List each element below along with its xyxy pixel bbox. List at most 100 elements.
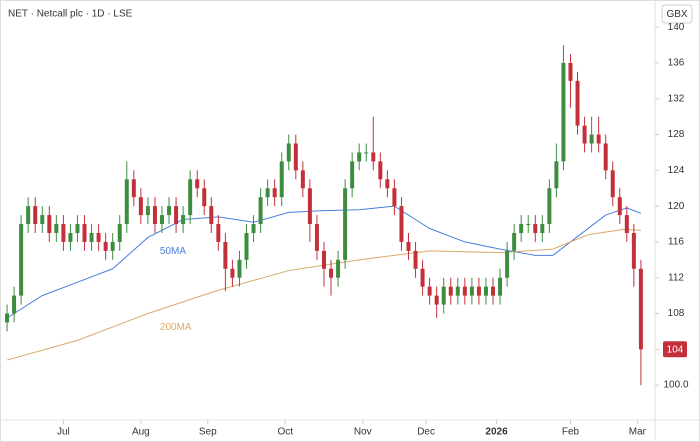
- candle-body: [540, 224, 545, 233]
- candle-body: [603, 143, 608, 171]
- candle-body: [321, 250, 326, 269]
- x-tick-label: Nov: [354, 427, 372, 438]
- currency-box: [661, 4, 693, 24]
- line-label: 50MA: [160, 246, 186, 257]
- chart-title: NET · Netcall plc · 1D · LSE: [8, 9, 133, 20]
- candle-body: [343, 188, 348, 260]
- candle-body: [145, 206, 150, 216]
- candle-body: [596, 134, 601, 144]
- candle-body: [448, 286, 453, 296]
- y-tick-label: 116: [668, 237, 684, 248]
- x-tick-label: Oct: [277, 427, 293, 438]
- candle-body: [54, 224, 59, 233]
- candle-body: [251, 224, 256, 233]
- x-tick-label: Jul: [57, 427, 70, 438]
- candle-body: [357, 152, 362, 162]
- candle-body: [26, 206, 31, 225]
- x-tick-label: Sep: [199, 427, 217, 438]
- candle-body: [406, 241, 411, 251]
- candle-body: [138, 197, 143, 216]
- last-price-box: [663, 341, 687, 358]
- x-tick-label: Aug: [132, 427, 150, 438]
- candle-body: [420, 268, 425, 287]
- candle-body: [547, 188, 552, 225]
- candle-body: [554, 161, 559, 189]
- y-tick-label: 100.0: [663, 380, 688, 391]
- candle-body: [631, 232, 636, 269]
- x-tick-label: Dec: [417, 427, 435, 438]
- moving-average-line: [6, 228, 641, 361]
- candle-body: [244, 232, 249, 260]
- candle-body: [469, 286, 474, 296]
- candle-body: [427, 286, 432, 296]
- candle-body: [441, 286, 446, 305]
- line-label: 200MA: [160, 322, 192, 333]
- candle-body: [498, 277, 503, 296]
- y-tick-label: 108: [668, 308, 685, 319]
- candle-body: [265, 188, 270, 198]
- y-tick-label: 112: [668, 272, 684, 283]
- candle-body: [89, 232, 94, 242]
- candle-body: [230, 268, 235, 278]
- candle-body: [568, 62, 573, 81]
- y-tick-label: 140: [668, 22, 685, 33]
- y-tick-label: 136: [668, 58, 685, 69]
- x-tick-label: 2026: [485, 427, 508, 438]
- candle-body: [582, 125, 587, 144]
- candle-body: [617, 197, 622, 216]
- candle-body: [82, 224, 87, 242]
- candle-body: [314, 224, 319, 251]
- candle-body: [117, 224, 122, 242]
- candle-body: [371, 152, 376, 162]
- y-tick-label: 128: [668, 129, 685, 140]
- candle-body: [19, 224, 24, 296]
- candle-body: [491, 286, 496, 296]
- candle-body: [638, 268, 643, 350]
- candle-body: [286, 143, 291, 162]
- candle-body: [159, 215, 164, 225]
- candle-body: [131, 179, 136, 198]
- candle-body: [329, 268, 334, 278]
- y-tick-label: 120: [668, 201, 685, 212]
- candle-body: [392, 188, 397, 207]
- candle-body: [526, 224, 531, 226]
- candle-body: [399, 206, 404, 242]
- candle-body: [202, 188, 207, 207]
- candle-body: [33, 206, 38, 225]
- candle-body: [5, 313, 10, 323]
- candle-body: [237, 259, 242, 278]
- candle-body: [152, 206, 157, 225]
- candle-body: [462, 286, 467, 296]
- candle-body: [47, 215, 52, 233]
- candle-body: [336, 259, 341, 278]
- candle-body: [40, 215, 45, 225]
- candle-body: [561, 62, 566, 162]
- candle-body: [505, 250, 510, 278]
- candle-body: [385, 179, 390, 189]
- y-tick-label: 124: [668, 165, 685, 176]
- candle-body: [483, 286, 488, 296]
- candle-body: [610, 170, 615, 198]
- candle-body: [61, 224, 66, 242]
- candle-body: [181, 215, 186, 225]
- candle-body: [476, 286, 481, 296]
- candle-body: [272, 188, 277, 198]
- candle-body: [589, 134, 594, 144]
- candle-body: [96, 232, 101, 242]
- moving-average-line: [6, 205, 642, 319]
- x-tick-label: Mar: [629, 427, 647, 438]
- last-price-label: 104: [667, 344, 684, 355]
- candle-body: [533, 224, 538, 233]
- y-tick-label: 132: [668, 93, 685, 104]
- candle-body: [455, 286, 460, 296]
- candle-body: [188, 179, 193, 216]
- candle-body: [378, 161, 383, 180]
- candle-body: [174, 206, 179, 225]
- candle-body: [195, 179, 200, 189]
- candle-body: [75, 224, 80, 233]
- candle-body: [103, 241, 108, 251]
- candle-body: [307, 188, 312, 225]
- candle-body: [209, 206, 214, 225]
- candle-body: [300, 170, 305, 189]
